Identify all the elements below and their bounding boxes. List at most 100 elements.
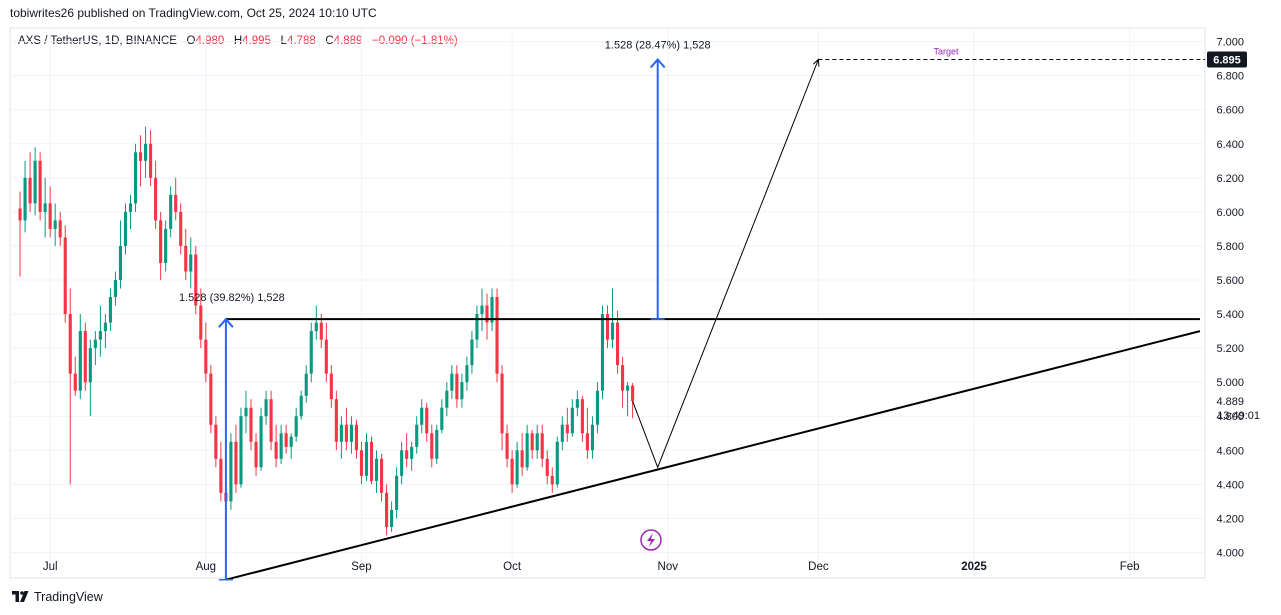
candle bbox=[98, 305, 102, 357]
candle-body bbox=[530, 433, 534, 451]
candle-body bbox=[304, 373, 308, 396]
candle-body bbox=[565, 424, 569, 434]
candle bbox=[435, 424, 439, 464]
candle-body bbox=[319, 322, 323, 340]
candle bbox=[48, 186, 52, 238]
lightning-icon bbox=[647, 533, 655, 547]
candle-body bbox=[354, 424, 359, 451]
candle bbox=[78, 314, 82, 400]
candle bbox=[440, 399, 444, 434]
measure-annotation: 1.528 (39.82%) 1,528 bbox=[179, 292, 285, 581]
candle bbox=[68, 288, 72, 485]
candle-body bbox=[118, 245, 123, 281]
event-marker[interactable] bbox=[640, 529, 662, 551]
candle bbox=[385, 484, 389, 536]
candle bbox=[505, 424, 509, 468]
candle-body bbox=[169, 194, 173, 229]
candle bbox=[525, 424, 529, 471]
candle bbox=[626, 382, 630, 417]
measure-arrowhead bbox=[218, 317, 234, 328]
candle bbox=[314, 305, 318, 340]
candle bbox=[259, 407, 263, 471]
candle-body bbox=[480, 305, 484, 315]
candle bbox=[83, 322, 87, 391]
candle bbox=[490, 288, 494, 332]
candle bbox=[485, 293, 489, 340]
candle bbox=[38, 152, 42, 221]
candle-body bbox=[43, 203, 47, 212]
candle-body bbox=[284, 433, 288, 447]
candle bbox=[123, 203, 128, 255]
candle bbox=[535, 424, 539, 459]
candle bbox=[234, 424, 238, 493]
candle-body bbox=[420, 407, 424, 425]
candle-body bbox=[23, 177, 27, 221]
measure-arrowhead bbox=[649, 57, 666, 69]
candle bbox=[209, 365, 213, 434]
candle-body bbox=[189, 254, 193, 272]
candle-body bbox=[510, 458, 514, 485]
candle-body bbox=[194, 254, 198, 306]
candle bbox=[194, 245, 198, 315]
price-tick-label: 6.400 bbox=[1216, 139, 1244, 151]
candle-body bbox=[199, 305, 203, 340]
candle-body bbox=[379, 458, 384, 493]
candle-body bbox=[440, 407, 444, 430]
candle-body bbox=[83, 331, 87, 383]
symbol-name[interactable]: AXS / TetherUS, 1D, BINANCE bbox=[18, 35, 177, 47]
candle-body bbox=[184, 245, 188, 272]
candle bbox=[334, 390, 338, 451]
candle bbox=[570, 399, 574, 437]
candle bbox=[550, 467, 554, 493]
candle-body bbox=[615, 322, 620, 366]
candle bbox=[159, 211, 163, 281]
candle-body bbox=[590, 424, 594, 451]
candle bbox=[344, 407, 348, 451]
candle bbox=[254, 433, 258, 476]
candle bbox=[299, 390, 303, 420]
time-tick-label: Nov bbox=[658, 561, 679, 573]
candle bbox=[415, 416, 419, 454]
candle bbox=[63, 225, 67, 323]
candle-body bbox=[470, 339, 474, 366]
candle bbox=[560, 416, 564, 451]
price-tick-label: 4.800 bbox=[1216, 411, 1244, 423]
time-tick-label: Sep bbox=[351, 561, 371, 573]
change-value: −0.090 (−1.81%) bbox=[372, 35, 458, 47]
candle bbox=[33, 147, 37, 216]
candle bbox=[520, 433, 524, 476]
candle bbox=[585, 407, 589, 459]
price-axis[interactable]: 4.000 4.200 4.400 4.600 4.800 5.000 5.200 5.400… bbox=[1207, 37, 1260, 560]
candle-body bbox=[460, 382, 464, 400]
price-tick-label: 4.400 bbox=[1216, 479, 1244, 491]
candle-body bbox=[585, 433, 589, 451]
candle-body bbox=[254, 441, 258, 468]
candle-body bbox=[430, 433, 434, 459]
candle-body bbox=[605, 314, 610, 340]
candle bbox=[540, 424, 544, 468]
tradingview-logo-icon bbox=[12, 591, 29, 602]
candle-body bbox=[244, 407, 248, 417]
candle bbox=[264, 390, 268, 425]
target-price-badge bbox=[1207, 51, 1247, 68]
candle-body bbox=[164, 228, 168, 263]
high-value: 4.995 bbox=[242, 35, 271, 47]
candle bbox=[239, 407, 243, 488]
candle bbox=[364, 433, 369, 481]
candle bbox=[58, 211, 62, 246]
high-label: H bbox=[233, 35, 243, 47]
candle-body bbox=[631, 385, 635, 402]
price-tick-label: 6.800 bbox=[1216, 71, 1244, 83]
time-axis[interactable]: Jul Aug Sep Oct Nov Dec 2025 Feb bbox=[43, 561, 1140, 573]
footer-brand[interactable]: TradingView bbox=[12, 590, 103, 604]
projection-path bbox=[632, 59, 819, 469]
candle-body bbox=[600, 314, 605, 391]
candle-body bbox=[174, 194, 178, 212]
candle-body bbox=[314, 322, 318, 332]
candle-body bbox=[63, 237, 67, 315]
candle-body bbox=[159, 220, 163, 263]
price-tick-label: 6.000 bbox=[1216, 207, 1244, 219]
candle bbox=[500, 365, 504, 451]
candle-body bbox=[445, 390, 449, 408]
